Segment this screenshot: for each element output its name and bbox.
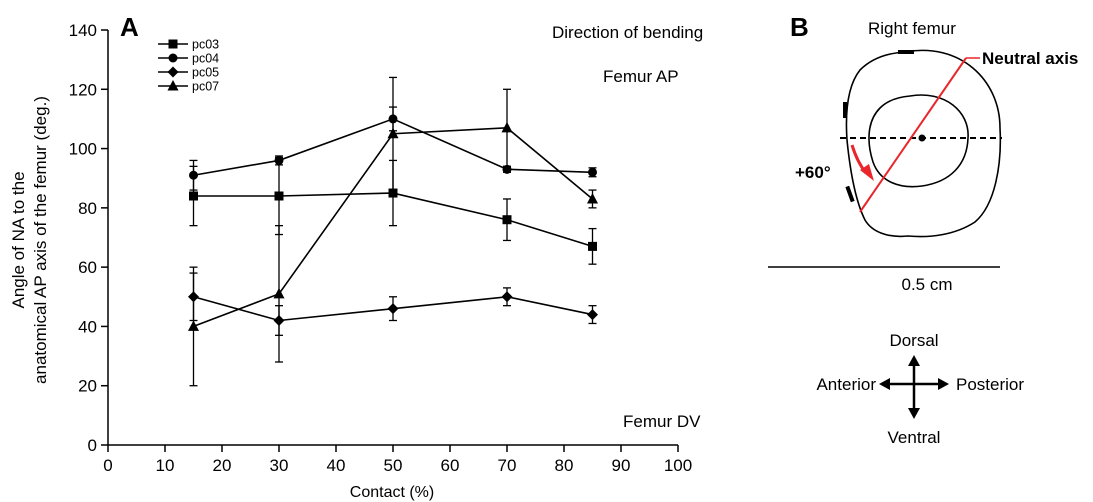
x-tick-label: 20: [213, 456, 232, 475]
annotation-direction: Direction of bending: [552, 23, 703, 42]
data-point-pc07: [387, 127, 399, 139]
series-pc05: [188, 272, 598, 336]
compass-posterior: Posterior: [956, 375, 1024, 394]
annotation-femur-dv: Femur DV: [623, 412, 701, 431]
x-tick-label: 100: [664, 456, 692, 475]
legend-marker-pc07: [167, 80, 179, 91]
x-tick-label: 10: [156, 456, 175, 475]
y-tick-label: 140: [69, 21, 97, 40]
data-point-pc04: [588, 167, 597, 177]
line-chart: 0 10 20 30 40 50 60 70 80 90 100 0 20 40 60 80 100 120 14…: [9, 21, 703, 501]
y-tick-label: 40: [78, 317, 97, 336]
legend-marker-pc05: [167, 66, 179, 78]
y-tick-label: 20: [78, 377, 97, 396]
outer-bone-outline: [845, 49, 1002, 238]
neutral-axis-line: [859, 57, 967, 213]
diagram-title: Right femur: [868, 19, 956, 38]
legend-marker-pc03: [168, 39, 178, 49]
data-point-pc03: [388, 188, 398, 198]
data-point-pc07: [188, 320, 199, 331]
x-axis-label: Contact (%): [350, 484, 434, 501]
x-tick-label: 90: [612, 456, 631, 475]
data-point-pc04: [274, 155, 284, 165]
data-point-pc03: [189, 191, 198, 201]
data-point-pc07: [273, 287, 285, 299]
scale-label: 0.5 cm: [901, 275, 952, 294]
neutral-axis-label: Neutral axis: [982, 49, 1078, 68]
legend-label-pc07: pc07: [192, 80, 219, 94]
y-tick-label: 80: [78, 199, 97, 218]
annotation-femur-ap: Femur AP: [603, 67, 679, 86]
legend-marker-pc04: [168, 53, 178, 63]
x-tick-label: 70: [498, 456, 517, 475]
compass-ventral: Ventral: [888, 428, 941, 447]
data-point-pc04: [189, 170, 198, 180]
data-point-pc07: [587, 192, 598, 204]
data-point-pc05: [387, 303, 399, 315]
y-axis-ticks: 0 20 40 60 80 100 120 140: [69, 21, 108, 455]
x-tick-label: 0: [103, 456, 112, 475]
compass-arrows: [879, 355, 949, 419]
angle-label: +60°: [795, 163, 831, 182]
y-axis-label-line1: Angle of NA to the: [9, 171, 28, 308]
data-point-pc04: [502, 164, 512, 174]
legend-label-pc04: pc04: [192, 52, 219, 66]
y-axis-label-line2: anatomical AP axis of the femur (deg.): [31, 96, 50, 384]
data-point-pc03: [502, 215, 512, 225]
data-point-pc05: [587, 309, 598, 321]
y-tick-label: 0: [88, 436, 97, 455]
data-point-pc07: [501, 121, 513, 133]
legend-label-pc05: pc05: [192, 66, 219, 80]
rotation-arrowhead: [860, 164, 874, 181]
muscle-marker-top: [898, 50, 914, 54]
y-tick-label: 120: [69, 80, 97, 99]
centroid-dot: [918, 134, 926, 142]
compass-dorsal: Dorsal: [889, 331, 938, 350]
data-point-pc03: [274, 191, 284, 201]
x-axis-ticks: 0 10 20 30 40 50 60 70 80 90 100: [103, 445, 692, 475]
y-tick-label: 60: [78, 258, 97, 277]
panel-label-b: B: [790, 12, 809, 42]
panel-label-a: A: [120, 12, 139, 42]
series-layer: [188, 76, 598, 387]
series-pc07: [188, 76, 598, 387]
data-point-pc05: [501, 291, 513, 303]
inner-bone-outline: [868, 94, 969, 188]
data-point-pc03: [588, 241, 597, 251]
muscle-marker-left-lower: [845, 185, 855, 203]
x-tick-label: 30: [270, 456, 289, 475]
legend-label-pc03: pc03: [192, 38, 219, 52]
y-tick-label: 100: [69, 140, 97, 159]
x-tick-label: 80: [555, 456, 574, 475]
x-tick-label: 40: [327, 456, 346, 475]
x-tick-label: 60: [441, 456, 460, 475]
compass-anterior: Anterior: [816, 375, 876, 394]
femur-cross-section-diagram: Right femur Neutral axis +60° 0.5 cm Dor…: [768, 19, 1078, 447]
x-tick-label: 50: [384, 456, 403, 475]
muscle-marker-left-upper: [843, 102, 847, 118]
